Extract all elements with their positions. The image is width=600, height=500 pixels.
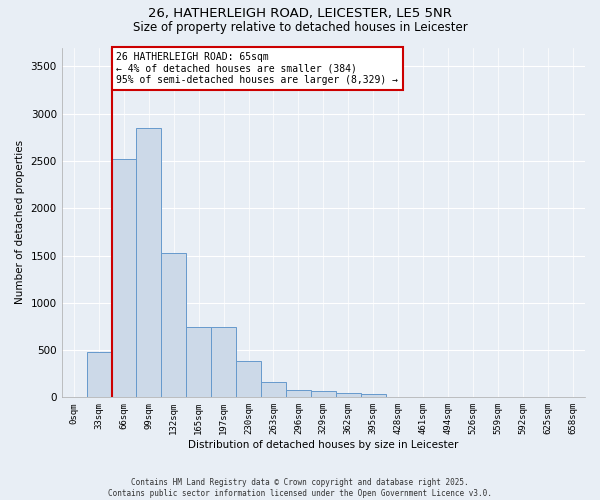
Bar [361,394,386,398]
Bar [161,252,186,398]
Bar [286,390,311,398]
Text: 26, HATHERLEIGH ROAD, LEICESTER, LE5 5NR: 26, HATHERLEIGH ROAD, LEICESTER, LE5 5NR [148,8,452,20]
Bar [136,128,161,398]
Bar [236,362,261,398]
Bar [186,328,211,398]
Bar [86,352,112,398]
Bar [112,159,136,398]
Bar [261,382,286,398]
Bar [211,328,236,398]
Text: Size of property relative to detached houses in Leicester: Size of property relative to detached ho… [133,21,467,34]
Y-axis label: Number of detached properties: Number of detached properties [15,140,25,304]
Text: Contains HM Land Registry data © Crown copyright and database right 2025.
Contai: Contains HM Land Registry data © Crown c… [108,478,492,498]
Text: 26 HATHERLEIGH ROAD: 65sqm
← 4% of detached houses are smaller (384)
95% of semi: 26 HATHERLEIGH ROAD: 65sqm ← 4% of detac… [116,52,398,86]
X-axis label: Distribution of detached houses by size in Leicester: Distribution of detached houses by size … [188,440,458,450]
Bar [311,391,336,398]
Bar [336,393,361,398]
